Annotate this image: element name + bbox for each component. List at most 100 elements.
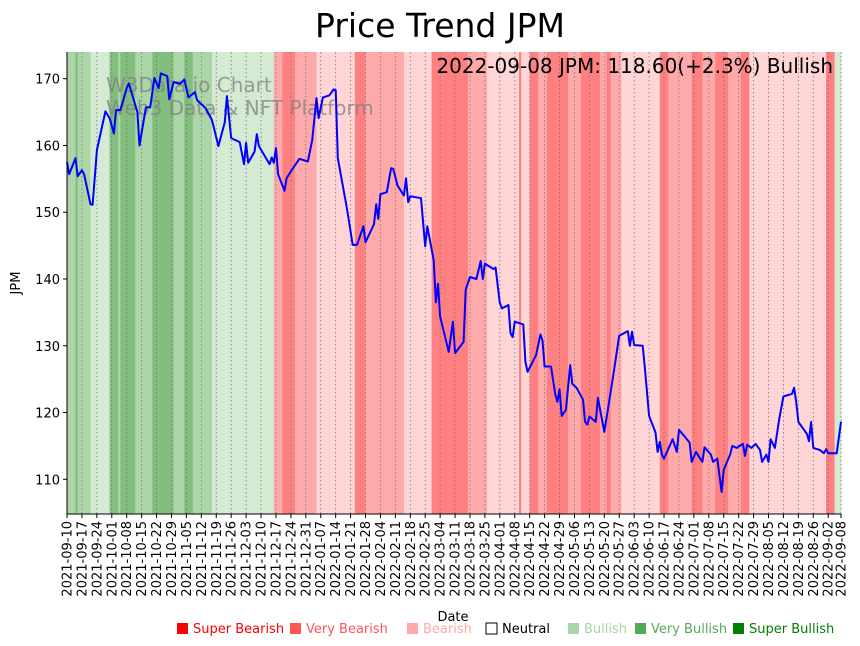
y-tick-label: 130: [35, 340, 60, 355]
legend: Super Bearish Very Bearish Bearish Neutral B…: [177, 622, 834, 637]
sentiment-band: [135, 52, 153, 514]
sentiment-band: [487, 52, 520, 514]
x-tick-label: 2022-06-24: [672, 521, 687, 597]
x-tick-label: 2022-04-08: [508, 521, 523, 597]
sentiment-band: [67, 52, 77, 514]
x-tick-label: 2022-04-22: [538, 521, 553, 597]
legend-item-bullish: Bullish: [568, 622, 627, 637]
x-tick-label: 2022-04-01: [493, 521, 508, 597]
sentiment-band: [621, 52, 661, 514]
legend-swatch: [635, 623, 646, 634]
x-tick-label: 2022-05-27: [613, 521, 628, 597]
x-tick-label: 2022-02-18: [404, 521, 419, 597]
sentiment-band: [659, 52, 669, 514]
legend-label: Super Bearish: [193, 622, 284, 637]
x-tick-label: 2022-05-06: [568, 521, 583, 597]
sentiment-band: [152, 52, 175, 514]
y-tick-label: 160: [35, 139, 60, 154]
x-tick-label: 2022-01-21: [344, 521, 359, 597]
sentiment-band: [77, 52, 91, 514]
sentiment-band: [691, 52, 703, 514]
legend-swatch: [407, 623, 418, 634]
x-tick-label: 2022-04-29: [553, 521, 568, 597]
legend-swatch: [568, 623, 579, 634]
x-tick-label: 2021-10-01: [105, 521, 120, 597]
x-tick-label: 2021-11-05: [180, 521, 195, 597]
sentiment-band: [354, 52, 367, 514]
sentiment-band: [826, 52, 836, 514]
y-axis-ticks: 110 120 130 140 150 160 170: [35, 73, 67, 488]
x-tick-label: 2021-09-10: [61, 521, 76, 597]
x-tick-label: 2022-08-19: [792, 521, 807, 597]
chart-title: Price Trend JPM: [315, 6, 565, 45]
legend-item-neutral: Neutral: [485, 622, 550, 637]
sentiment-band: [431, 52, 469, 514]
x-tick-label: 2022-03-25: [478, 521, 493, 597]
sentiment-band: [192, 52, 213, 514]
x-tick-label: 2022-05-20: [598, 521, 613, 597]
axes: [66, 52, 841, 515]
x-tick-label: 2022-02-04: [374, 521, 389, 597]
x-tick-label: 2021-11-26: [225, 521, 240, 597]
legend-item-very-bearish: Very Bearish: [290, 622, 388, 637]
sentiment-band: [521, 52, 531, 514]
y-tick-label: 170: [35, 73, 60, 88]
sentiment-band: [109, 52, 119, 514]
x-axis-label: Date: [437, 610, 468, 625]
sentiment-band: [740, 52, 750, 514]
sentiment-band: [282, 52, 296, 514]
sentiment-band: [546, 52, 569, 514]
x-tick-label: 2022-06-17: [658, 521, 673, 597]
x-tick-label: 2022-03-18: [463, 521, 478, 597]
latest-price-annotation: 2022-09-08 JPM: 118.60(+2.3%) Bullish: [436, 54, 833, 78]
sentiment-band: [529, 52, 539, 514]
x-tick-label: 2022-02-25: [419, 521, 434, 597]
legend-item-very-bullish: Very Bullish: [635, 622, 727, 637]
x-tick-label: 2022-04-15: [523, 521, 538, 597]
x-tick-label: 2021-09-17: [75, 521, 90, 597]
sentiment-band: [580, 52, 601, 514]
sentiment-band: [467, 52, 488, 514]
x-tick-label: 2022-07-15: [717, 521, 732, 597]
legend-label: Very Bullish: [651, 622, 727, 637]
x-tick-label: 2022-08-05: [762, 521, 777, 597]
x-tick-label: 2021-12-31: [299, 521, 314, 597]
sentiment-band: [211, 52, 275, 514]
y-tick-label: 140: [35, 273, 60, 288]
x-tick-label: 2022-01-28: [359, 521, 374, 597]
legend-item-super-bearish: Super Bearish: [177, 622, 284, 637]
x-tick-label: 2021-12-10: [255, 521, 270, 597]
x-tick-label: 2022-08-26: [807, 521, 822, 597]
x-tick-label: 2022-08-12: [777, 521, 792, 597]
sentiment-band: [600, 52, 607, 514]
x-tick-label: 2022-01-07: [314, 521, 329, 597]
x-axis-ticks: 2021-09-10 2021-09-17 2021-09-24 2021-10-01…: [61, 514, 850, 597]
legend-swatch: [177, 623, 188, 634]
x-tick-label: 2021-12-24: [284, 521, 299, 597]
legend-item-bearish: Bearish: [407, 622, 472, 637]
sentiment-band: [75, 52, 79, 514]
sentiment-band: [403, 52, 433, 514]
x-tick-label: 2022-09-08: [835, 521, 850, 597]
legend-label: Bearish: [423, 622, 472, 637]
sentiment-band: [834, 52, 842, 514]
x-tick-label: 2022-07-29: [747, 521, 762, 597]
x-tick-label: 2021-11-12: [195, 521, 210, 597]
y-axis-label: JPM: [9, 272, 24, 296]
legend-label: Bullish: [584, 622, 627, 637]
legend-item-super-bullish: Super Bullish: [733, 622, 834, 637]
sentiment-band: [365, 52, 405, 514]
legend-label: Very Bearish: [306, 622, 388, 637]
sentiment-band: [702, 52, 716, 514]
x-tick-label: 2021-09-24: [90, 521, 105, 597]
legend-swatch: [485, 622, 498, 635]
sentiment-band: [173, 52, 185, 514]
legend-label: Neutral: [502, 622, 550, 637]
x-tick-label: 2022-06-03: [628, 521, 643, 597]
x-tick-label: 2021-10-22: [150, 521, 165, 597]
sentiment-band: [727, 52, 742, 514]
x-tick-label: 2022-03-11: [449, 521, 464, 597]
sentiment-band: [610, 52, 622, 514]
y-tick-label: 110: [35, 473, 60, 488]
